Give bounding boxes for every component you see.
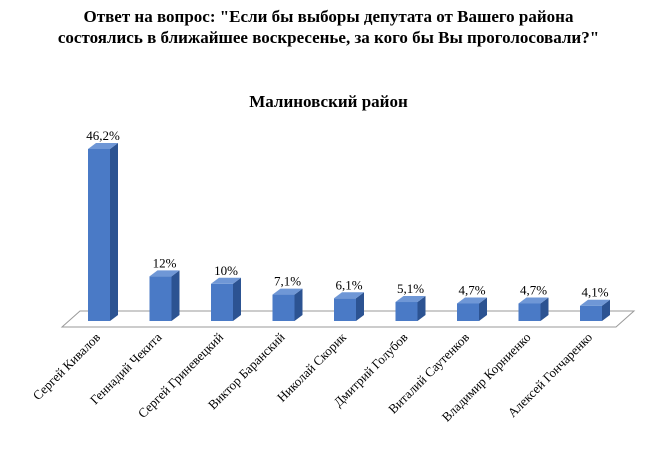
data-label: 10%: [214, 263, 238, 278]
bar-side: [233, 277, 241, 321]
data-label: 4,7%: [458, 283, 485, 298]
data-label: 4,7%: [520, 283, 547, 298]
bar-side: [294, 288, 303, 321]
bar-top: [149, 270, 180, 277]
bar-front: [518, 303, 541, 321]
bars-group: [88, 143, 610, 321]
bar-front: [580, 305, 602, 321]
bar-front: [334, 298, 356, 321]
bar-front: [149, 276, 172, 321]
bar: [88, 143, 118, 321]
bar: [457, 297, 487, 321]
data-label: 6,1%: [335, 277, 362, 292]
bar-top: [457, 297, 487, 304]
bar-top: [272, 288, 303, 295]
bar: [149, 270, 180, 321]
bar-side: [171, 270, 180, 321]
bar-side: [110, 143, 118, 321]
bar-front: [457, 303, 479, 321]
bar-front: [395, 302, 418, 321]
chart-subtitle: Малиновский район: [249, 92, 408, 111]
bar: [272, 288, 303, 321]
data-label: 7,1%: [274, 274, 301, 289]
bar-side: [479, 297, 487, 321]
bar-side: [540, 297, 549, 321]
bar-top: [518, 297, 549, 304]
data-label: 4,1%: [581, 285, 608, 300]
bar-top: [211, 277, 241, 284]
bar: [334, 292, 364, 321]
bar-top: [395, 296, 426, 303]
bar-side: [602, 299, 610, 321]
bar-side: [417, 296, 426, 321]
bar-front: [88, 149, 110, 321]
bar: [211, 277, 241, 321]
bar-front: [272, 294, 295, 321]
bar: [518, 297, 549, 321]
data-label: 5,1%: [397, 281, 424, 296]
bar-top: [334, 292, 364, 299]
bar-front: [211, 283, 233, 321]
chart-title: Ответ на вопрос: "Если бы выборы депутат…: [57, 7, 600, 47]
bar-side: [356, 292, 364, 321]
bar: [395, 296, 426, 321]
bar-top: [580, 299, 610, 306]
bar: [580, 299, 610, 321]
data-label: 12%: [153, 255, 177, 270]
data-label: 46,2%: [86, 128, 120, 143]
bar-top: [88, 143, 118, 149]
